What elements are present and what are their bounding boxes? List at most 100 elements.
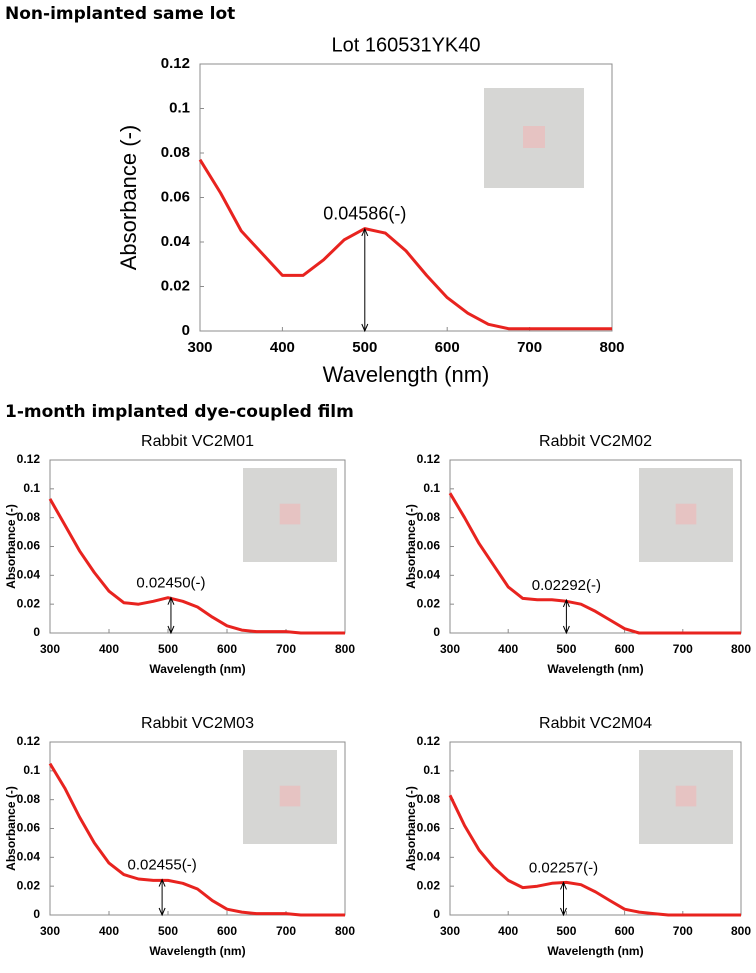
x-tick-label: 500 — [556, 642, 576, 656]
y-tick-label: 0.08 — [161, 144, 190, 161]
spectrum-line — [48, 498, 345, 635]
y-tick-label: 0.02 — [417, 596, 441, 610]
y-tick-label: 0 — [182, 322, 190, 339]
y-axis-label: Absorbance (-) — [116, 125, 141, 271]
spectrum-line — [48, 762, 345, 917]
x-tick-label: 800 — [335, 642, 355, 656]
x-tick-label: 400 — [498, 642, 518, 656]
y-tick-label: 0.04 — [417, 850, 441, 864]
x-tick-label: 300 — [40, 924, 60, 938]
sample-film — [675, 503, 697, 525]
y-tick-label: 0.08 — [17, 510, 41, 524]
y-tick-label: 0 — [33, 907, 40, 921]
y-tick-label: 0.12 — [417, 734, 441, 748]
y-tick-label: 0.06 — [17, 821, 41, 835]
chart-title: Rabbit VC2M01 — [141, 433, 254, 450]
x-tick-label: 600 — [615, 924, 635, 938]
chart-title: Rabbit VC2M03 — [141, 715, 254, 732]
x-tick-label: 600 — [217, 642, 237, 656]
x-tick-label: 600 — [615, 642, 635, 656]
x-tick-label: 400 — [498, 924, 518, 938]
x-tick-label: 800 — [731, 642, 751, 656]
x-tick-label: 700 — [276, 642, 296, 656]
y-axis-label: Absorbance (-) — [404, 786, 418, 871]
sample-film — [675, 785, 697, 807]
x-tick-label: 700 — [517, 339, 542, 356]
x-tick-label: 800 — [599, 339, 624, 356]
y-axis-label: Absorbance (-) — [4, 504, 18, 589]
y-tick-label: 0.06 — [417, 821, 441, 835]
chart-title: Rabbit VC2M04 — [539, 715, 652, 732]
arrow-head — [158, 878, 166, 917]
x-tick-label: 400 — [99, 642, 119, 656]
y-tick-label: 0.06 — [161, 188, 190, 205]
section-heading: Non-implanted same lot — [5, 4, 235, 24]
y-tick-label: 0.06 — [417, 539, 441, 553]
peak-annotation: 0.04586(-) — [323, 204, 406, 224]
x-tick-label: 300 — [187, 339, 212, 356]
x-tick-label: 400 — [270, 339, 295, 356]
x-tick-label: 700 — [673, 924, 693, 938]
sample-film — [523, 126, 545, 148]
peak-annotation: 0.02257(-) — [529, 859, 598, 876]
y-tick-label: 0.08 — [417, 792, 441, 806]
y-tick-label: 0.1 — [23, 763, 40, 777]
chart-title: Lot 160531YK40 — [331, 34, 480, 56]
x-tick-label: 500 — [158, 642, 178, 656]
spectrum-line — [448, 794, 741, 917]
y-tick-label: 0.12 — [417, 452, 441, 466]
y-tick-label: 0 — [33, 625, 40, 639]
arrow-head — [560, 881, 567, 917]
x-tick-label: 700 — [276, 924, 296, 938]
x-axis-label: Wavelength (nm) — [149, 944, 245, 958]
y-tick-label: 0.1 — [423, 763, 440, 777]
section-heading: 1-month implanted dye-coupled film — [5, 402, 354, 422]
y-tick-label: 0.08 — [17, 792, 41, 806]
peak-annotation: 0.02455(-) — [127, 857, 196, 874]
y-tick-label: 0.04 — [161, 233, 191, 250]
x-tick-label: 400 — [99, 924, 119, 938]
y-tick-label: 0.1 — [423, 481, 440, 495]
y-tick-label: 0.04 — [17, 850, 41, 864]
y-tick-label: 0 — [433, 907, 440, 921]
y-tick-label: 0.02 — [161, 277, 190, 294]
y-axis-label: Absorbance (-) — [4, 786, 18, 871]
x-tick-label: 800 — [335, 924, 355, 938]
peak-annotation: 0.02292(-) — [532, 577, 601, 594]
y-tick-label: 0.02 — [17, 596, 41, 610]
y-tick-label: 0.08 — [417, 510, 441, 524]
x-axis-label: Wavelength (nm) — [149, 662, 245, 676]
x-tick-label: 700 — [673, 642, 693, 656]
y-axis-label: Absorbance (-) — [404, 504, 418, 589]
y-tick-label: 0.02 — [17, 878, 41, 892]
x-tick-label: 600 — [217, 924, 237, 938]
y-tick-label: 0 — [433, 625, 440, 639]
x-axis-label: Wavelength (nm) — [323, 362, 490, 387]
y-tick-label: 0.06 — [17, 539, 41, 553]
x-tick-label: 500 — [556, 924, 576, 938]
x-tick-label: 300 — [440, 642, 460, 656]
spectrum-line — [448, 492, 741, 635]
y-tick-label: 0.02 — [417, 878, 441, 892]
x-axis-label: Wavelength (nm) — [547, 662, 643, 676]
x-tick-label: 600 — [435, 339, 460, 356]
sample-film — [279, 503, 301, 525]
spectrum-line — [198, 158, 612, 331]
x-tick-label: 500 — [352, 339, 377, 356]
chart-title: Rabbit VC2M02 — [539, 433, 652, 450]
y-tick-label: 0.12 — [161, 55, 190, 72]
sample-film — [279, 785, 301, 807]
x-tick-label: 800 — [731, 924, 751, 938]
x-tick-label: 300 — [440, 924, 460, 938]
x-tick-label: 500 — [158, 924, 178, 938]
arrow-head — [562, 598, 570, 635]
x-axis-label: Wavelength (nm) — [547, 944, 643, 958]
y-tick-label: 0.1 — [23, 481, 40, 495]
arrow-head — [361, 227, 369, 333]
y-tick-label: 0.04 — [417, 568, 441, 582]
y-tick-label: 0.12 — [17, 734, 41, 748]
y-tick-label: 0.1 — [169, 99, 190, 116]
y-tick-label: 0.12 — [17, 452, 41, 466]
